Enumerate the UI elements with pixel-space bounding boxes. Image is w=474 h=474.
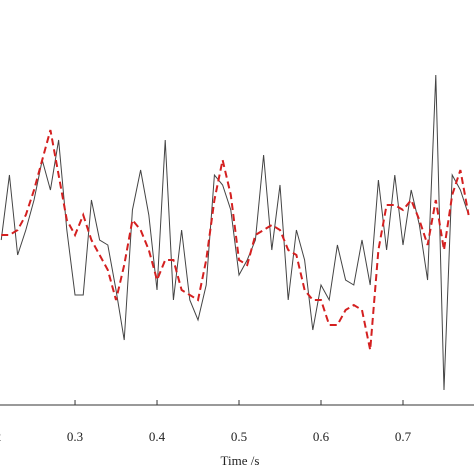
x-tick-label: 0.7 [395,429,412,444]
series-line [0,74,470,391]
x-tick-label: 0.5 [231,429,247,444]
x-tick-label: 0.2 [0,429,1,444]
series-line [1,129,470,351]
x-tick-label: 0.3 [67,429,83,444]
x-axis-label: Time /s [221,453,260,468]
x-tick-label: 0.4 [149,429,166,444]
x-tick-label: 0.6 [313,429,330,444]
